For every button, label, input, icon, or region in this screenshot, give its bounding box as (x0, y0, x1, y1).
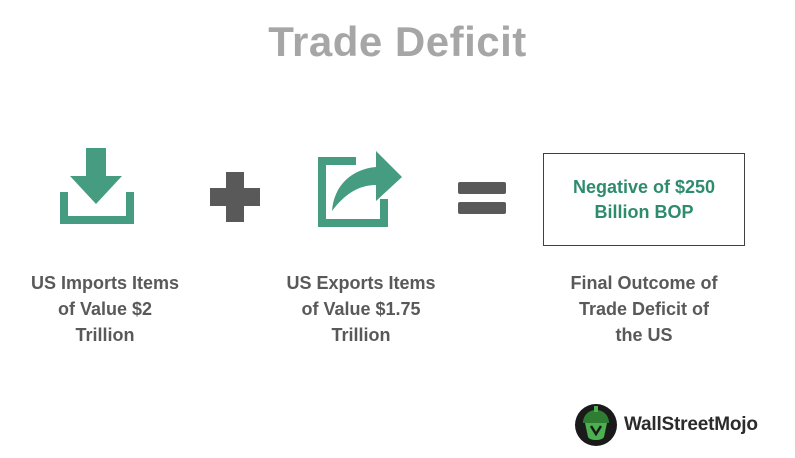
exports-caption-line-2: of Value $1.75 (301, 299, 421, 319)
exports-caption-line-1: US Exports Items (286, 273, 436, 293)
share-arrow-icon (318, 151, 402, 227)
diagram-title: Trade Deficit (268, 18, 527, 65)
result-box: Negative of $250 Billion BOP (543, 153, 745, 246)
result-caption: Final Outcome of Trade Deficit of the US (554, 270, 734, 348)
exports-caption-line-3: Trillion (331, 325, 391, 345)
imports-caption-line-3: Trillion (75, 325, 135, 345)
brand-name: WallStreetMojo (624, 414, 758, 435)
equals-icon (458, 182, 506, 214)
plus-icon (210, 172, 260, 222)
imports-caption-line-1: US Imports Items (30, 273, 180, 293)
wallstreetmojo-logo-icon (575, 404, 617, 446)
imports-caption: US Imports Items of Value $2 Trillion (15, 270, 195, 348)
result-caption-line-2: Trade Deficit of (578, 299, 710, 319)
result-line-2: Billion BOP (594, 201, 694, 222)
exports-caption: US Exports Items of Value $1.75 Trillion (271, 270, 451, 348)
result-caption-line-1: Final Outcome of (570, 273, 718, 293)
result-line-1: Negative of $250 (572, 176, 716, 197)
brand-logo: WallStreetMojo (574, 402, 758, 448)
result-caption-line-3: the US (615, 325, 673, 345)
imports-caption-line-2: of Value $2 (57, 299, 153, 319)
download-icon (60, 148, 134, 224)
